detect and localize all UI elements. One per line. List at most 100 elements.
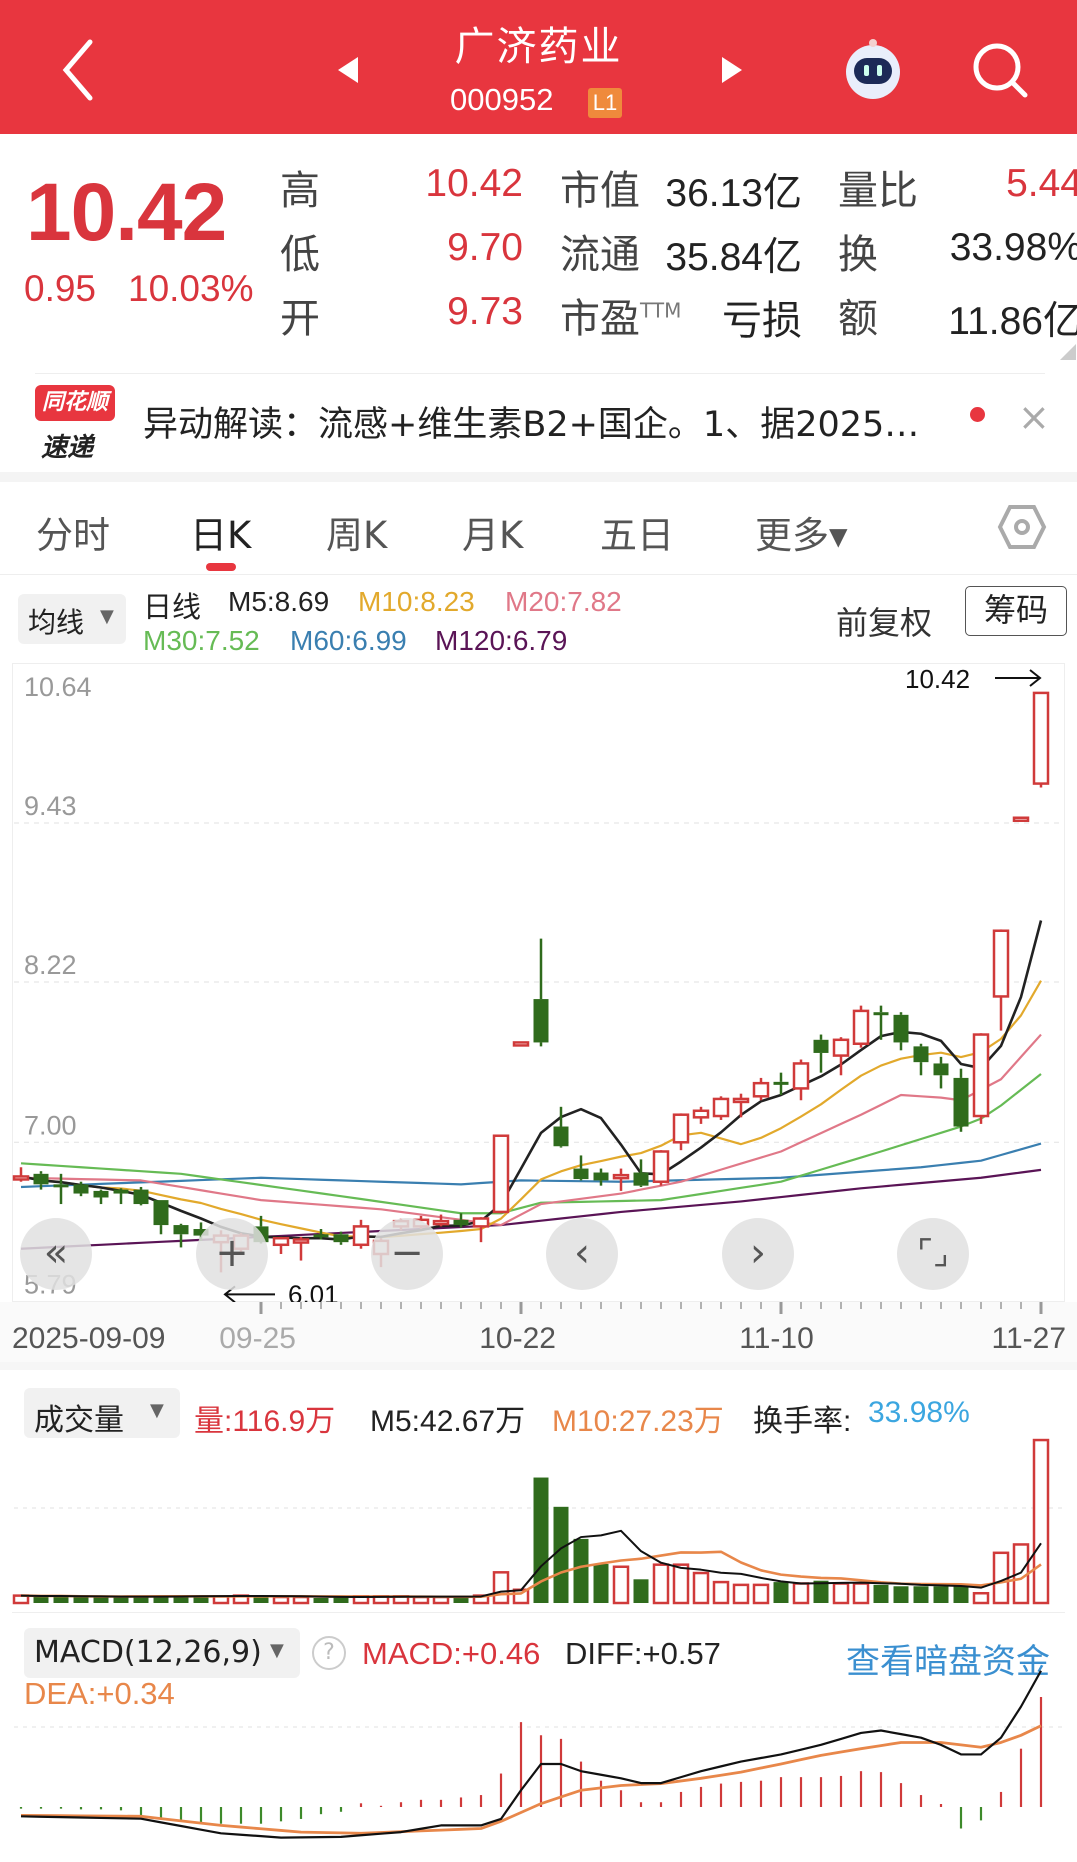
dark-pool-link[interactable]: 查看暗盘资金	[846, 1643, 1050, 1681]
tab-more[interactable]: 更多▾	[755, 514, 848, 557]
volume-bar	[672, 1563, 690, 1605]
candle	[33, 1171, 49, 1190]
candle-body	[53, 1184, 69, 1188]
volume-bar	[953, 1586, 969, 1603]
ma20-legend: M20:7.82	[505, 586, 622, 617]
kline-chart[interactable]: 10.649.438.227.005.7910.426.01	[0, 664, 1077, 1309]
ma5-line	[20, 920, 1043, 1241]
volume-bar	[633, 1579, 649, 1603]
volume-chart[interactable]	[0, 1431, 1077, 1605]
candle-body	[472, 1217, 490, 1228]
robot-assistant-icon[interactable]	[840, 36, 906, 102]
indicator-selector-ma[interactable]: 均线 ▼	[18, 594, 126, 644]
dea-value: DEA:+0.34	[24, 1676, 175, 1711]
volume-bar	[873, 1584, 889, 1603]
open-label: 开	[280, 296, 320, 342]
volume-bar	[612, 1565, 630, 1605]
candle	[1012, 816, 1030, 822]
ma5-legend: M5:8.69	[228, 586, 330, 617]
news-source-logo: 同花顺 速递	[33, 385, 117, 465]
next-stock-triangle-icon[interactable]	[722, 57, 742, 83]
candle	[852, 1005, 870, 1048]
fullscreen-icon[interactable]: ⌜⌟	[897, 1218, 969, 1290]
high-label: 高	[280, 168, 320, 214]
volume-bar	[193, 1596, 209, 1603]
search-icon[interactable]	[970, 40, 1030, 100]
candle-body	[453, 1219, 469, 1226]
pe-label: 市盈TTM	[560, 286, 681, 344]
y-tick-label: 7.00	[24, 1110, 77, 1140]
dropdown-caret-icon: ▼	[100, 606, 114, 627]
pe-ttm-sup: TTM	[640, 298, 682, 323]
low-label: 低	[280, 232, 320, 278]
candle-body	[553, 1126, 569, 1147]
candle-body	[633, 1172, 649, 1186]
indicator-selector-macd[interactable]: MACD(12,26,9) ▼	[24, 1628, 300, 1678]
candle-body	[292, 1238, 310, 1244]
candle-body	[792, 1062, 810, 1090]
indicator-selector-volume[interactable]: 成交量 ▼	[24, 1388, 180, 1438]
zoom-in-button[interactable]: +	[196, 1218, 268, 1290]
macd-value: MACD:+0.46	[362, 1636, 541, 1671]
candle	[133, 1186, 149, 1206]
volume-bar	[113, 1597, 129, 1603]
volume-bar	[553, 1506, 569, 1603]
volume-bar	[453, 1596, 469, 1603]
ma10-line	[20, 980, 1042, 1239]
expand-corner-icon[interactable]	[1060, 344, 1076, 360]
dea-line	[20, 1724, 1042, 1835]
adjust-mode[interactable]: 前复权	[836, 604, 933, 642]
candle-body	[12, 1175, 30, 1181]
volume-bar	[593, 1563, 609, 1603]
close-news-icon[interactable]: ×	[1018, 395, 1050, 439]
back-chevron-icon[interactable]	[58, 38, 98, 102]
prev-stock-triangle-icon[interactable]	[338, 57, 358, 83]
tab-five-day[interactable]: 五日	[600, 514, 674, 557]
volume-bar	[712, 1580, 730, 1605]
high-value: 10.42	[425, 162, 523, 205]
candle-body	[913, 1046, 929, 1063]
market-cap-value: 36.13亿	[665, 172, 802, 215]
x-tick-label: 2025-09-09	[12, 1322, 166, 1355]
candle	[492, 1134, 510, 1214]
macd-chart[interactable]	[0, 1600, 1077, 1862]
volume-bar	[133, 1596, 149, 1603]
candle	[432, 1214, 450, 1227]
candle	[512, 1041, 530, 1047]
candle-body	[873, 1012, 889, 1016]
candle-body	[593, 1172, 609, 1181]
candle-body	[73, 1184, 89, 1194]
settings-hexagon-icon[interactable]	[997, 503, 1047, 551]
volume-bar	[573, 1538, 589, 1603]
period-label: 日线	[143, 592, 202, 624]
volume-bar	[253, 1595, 269, 1603]
news-headline[interactable]: 异动解读：流感+维生素B2+国企。1、据2025…	[143, 405, 920, 445]
candle-body	[972, 1033, 990, 1118]
amount-label: 额	[838, 296, 878, 342]
candle	[752, 1077, 770, 1101]
tab-weekly-k[interactable]: 周K	[326, 514, 388, 557]
tab-intraday[interactable]: 分时	[36, 514, 110, 557]
scroll-right-button[interactable]: ›	[722, 1218, 794, 1290]
tab-monthly-k[interactable]: 月K	[462, 514, 524, 557]
dropdown-caret-icon: ▼	[270, 1640, 284, 1661]
candle-body	[1012, 816, 1030, 822]
candle	[573, 1155, 589, 1181]
candle-body	[272, 1236, 290, 1247]
help-icon[interactable]: ?	[312, 1636, 346, 1670]
candle-body	[773, 1081, 789, 1085]
candle-body	[512, 1041, 530, 1047]
candle	[792, 1059, 810, 1101]
kline-chart-frame[interactable]	[12, 663, 1065, 1302]
zoom-out-button[interactable]: −	[371, 1218, 443, 1290]
chips-button[interactable]: 筹码	[965, 586, 1067, 636]
tab-daily-k[interactable]: 日K	[190, 514, 252, 557]
candle-body	[113, 1189, 129, 1194]
low-value: 9.70	[447, 226, 523, 269]
scroll-left-button[interactable]: ‹	[546, 1218, 618, 1290]
volume-ratio-label: 量比	[838, 168, 918, 214]
scroll-to-start-button[interactable]: «	[20, 1218, 92, 1290]
volume-bar	[153, 1595, 169, 1603]
price-change-percent: 10.03%	[128, 268, 254, 309]
ma60-line	[20, 1142, 1042, 1189]
